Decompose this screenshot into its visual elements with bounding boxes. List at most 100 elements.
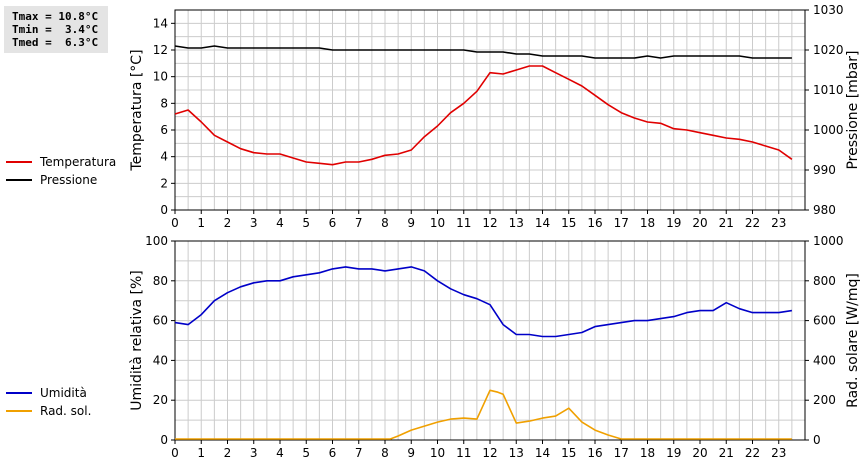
top-legend: Temperatura Pressione [6, 153, 116, 189]
x-tick-label: 17 [614, 216, 629, 230]
y2-tick-label: 800 [813, 274, 836, 288]
legend-swatch-humidity [6, 392, 32, 394]
y-axis-label: Umidità relativa [%] [129, 270, 145, 411]
x-tick-label: 6 [329, 446, 337, 460]
stats-box: Tmax = 10.8°C Tmin = 3.4°C Tmed = 6.3°C [4, 6, 108, 53]
legend-swatch-temperature [6, 161, 32, 163]
legend-swatch-solar [6, 410, 32, 412]
series-line-pressione [174, 45, 792, 59]
chart-panel-0: 0 1 2 3 4 5 6 7 8 9 10 11 12 13 14 15 16 17 18 19 20 21 22 2302… [129, 3, 860, 230]
y-tick-label: 0 [160, 433, 168, 447]
x-tick-label: 20 [692, 446, 707, 460]
x-tick-label: 10 [430, 446, 445, 460]
y2-axis-label: Pressione [mbar] [845, 50, 860, 169]
x-tick-label: 5 [302, 446, 310, 460]
tmin-text: Tmin = 3.4°C [12, 23, 99, 36]
x-tick-label: 8 [381, 216, 389, 230]
tmax-text: Tmax = 10.8°C [12, 10, 99, 23]
series-line-rad-sol- [175, 389, 792, 440]
x-tick-label: 13 [509, 216, 524, 230]
x-tick-label: 6 [329, 216, 337, 230]
x-tick-label: 4 [276, 446, 284, 460]
x-tick-label: 2 [224, 216, 232, 230]
y-tick-label: 40 [153, 353, 168, 367]
y-tick-label: 2 [160, 176, 168, 190]
x-tick-label: 11 [456, 446, 471, 460]
x-tick-label: 21 [719, 216, 734, 230]
x-tick-label: 23 [771, 216, 786, 230]
y-tick-label: 100 [145, 234, 168, 248]
y2-tick-label: 1020 [813, 43, 844, 57]
chart-panel-1: 0 1 2 3 4 5 6 7 8 9 10 11 12 13 14 15 16 17 18 19 20 21 22 2302… [129, 234, 860, 460]
x-tick-label: 22 [745, 446, 760, 460]
x-tick-label: 1 [197, 446, 205, 460]
x-tick-label: 9 [407, 446, 415, 460]
legend-item-temperature: Temperatura [6, 153, 116, 171]
x-tick-label: 15 [561, 216, 576, 230]
x-tick-label: 15 [561, 446, 576, 460]
y2-axis-label: Rad. solare [W/mq] [845, 273, 860, 408]
x-tick-label: 9 [407, 216, 415, 230]
y-tick-label: 12 [153, 43, 168, 57]
x-tick-label: 11 [456, 216, 471, 230]
x-tick-label: 22 [745, 216, 760, 230]
y2-tick-label: 1000 [813, 234, 844, 248]
x-tick-label: 19 [666, 216, 681, 230]
x-tick-label: 16 [587, 216, 602, 230]
legend-item-humidity: Umidità [6, 384, 91, 402]
x-tick-label: 4 [276, 216, 284, 230]
x-tick-label: 23 [771, 446, 786, 460]
y2-tick-label: 1000 [813, 123, 844, 137]
series-line-temperatura [174, 65, 793, 166]
y-axis-label: Temperatura [°C] [129, 49, 145, 171]
x-tick-label: 14 [535, 446, 550, 460]
x-tick-label: 13 [509, 446, 524, 460]
legend-label-solar: Rad. sol. [40, 404, 92, 418]
y2-tick-label: 600 [813, 314, 836, 328]
y2-tick-label: 990 [813, 163, 836, 177]
x-tick-label: 3 [250, 446, 258, 460]
x-tick-label: 3 [250, 216, 258, 230]
y2-tick-label: 980 [813, 203, 836, 217]
y-tick-label: 10 [153, 70, 168, 84]
y-tick-label: 0 [160, 203, 168, 217]
x-tick-label: 16 [587, 446, 602, 460]
series-line-umidit- [174, 266, 793, 338]
x-tick-label: 2 [224, 446, 232, 460]
y-tick-label: 20 [153, 393, 168, 407]
x-tick-label: 21 [719, 446, 734, 460]
y-tick-label: 14 [153, 16, 168, 30]
x-tick-label: 18 [640, 446, 655, 460]
x-tick-label: 12 [482, 446, 497, 460]
legend-label-temperature: Temperatura [40, 155, 117, 169]
legend-item-pressure: Pressione [6, 171, 116, 189]
y2-tick-label: 400 [813, 353, 836, 367]
y2-tick-label: 1030 [813, 3, 844, 17]
legend-swatch-pressure [6, 179, 32, 181]
tmed-text: Tmed = 6.3°C [12, 36, 99, 49]
x-tick-label: 7 [355, 446, 363, 460]
x-tick-label: 17 [614, 446, 629, 460]
x-tick-label: 5 [302, 216, 310, 230]
x-tick-label: 19 [666, 446, 681, 460]
legend-item-solar: Rad. sol. [6, 402, 91, 420]
y-tick-label: 4 [160, 150, 168, 164]
y-tick-label: 8 [160, 96, 168, 110]
x-tick-label: 0 [171, 446, 179, 460]
legend-label-pressure: Pressione [40, 173, 98, 187]
x-tick-label: 12 [482, 216, 497, 230]
bottom-legend: Umidità Rad. sol. [6, 384, 91, 420]
x-tick-label: 14 [535, 216, 550, 230]
legend-label-humidity: Umidità [40, 386, 87, 400]
y2-tick-label: 0 [813, 433, 821, 447]
y-tick-label: 6 [160, 123, 168, 137]
y-tick-label: 80 [153, 274, 168, 288]
x-tick-label: 1 [197, 216, 205, 230]
y2-tick-label: 200 [813, 393, 836, 407]
y-tick-label: 60 [153, 314, 168, 328]
x-tick-label: 8 [381, 446, 389, 460]
x-tick-label: 20 [692, 216, 707, 230]
x-tick-label: 18 [640, 216, 655, 230]
x-tick-label: 0 [171, 216, 179, 230]
